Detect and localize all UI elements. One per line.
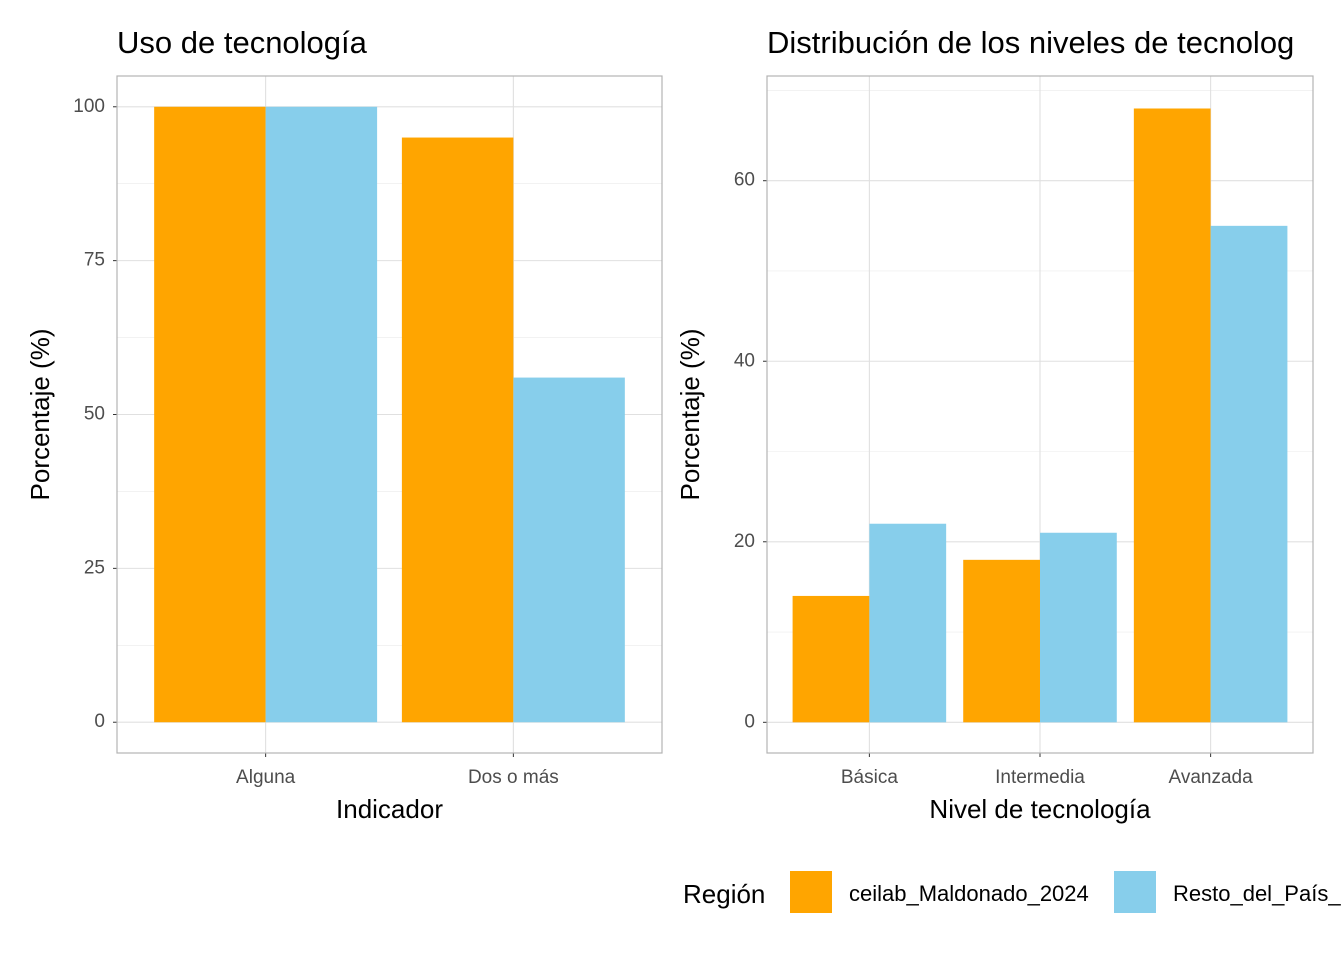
bar: [401, 137, 514, 723]
legend-swatch: [790, 871, 832, 913]
bar: [1210, 225, 1288, 723]
legend-title: Región: [683, 879, 765, 909]
chart-title: Uso de tecnología: [117, 25, 368, 60]
chart-title: Distribución de los niveles de tecnolog: [767, 25, 1294, 60]
legend-label: ceilab_Maldonado_2024: [849, 881, 1089, 906]
legend-label: Resto_del_País_: [1173, 881, 1341, 906]
x-tick-label: Básica: [841, 767, 898, 788]
x-tick-label: Dos o más: [468, 767, 559, 788]
y-axis-title: Porcentaje (%): [25, 329, 55, 501]
y-tick-label: 25: [84, 557, 105, 578]
y-tick-label: 40: [734, 350, 755, 371]
y-tick-label: 100: [73, 96, 105, 117]
y-tick-label: 50: [84, 404, 105, 425]
legend-swatch: [1114, 871, 1156, 913]
y-tick-label: 0: [744, 711, 755, 732]
bar: [963, 559, 1040, 723]
y-axis-title: Porcentaje (%): [675, 329, 705, 501]
x-tick-label: Intermedia: [995, 767, 1085, 788]
x-axis-title: Indicador: [336, 794, 443, 824]
x-tick-label: Avanzada: [1169, 767, 1254, 788]
x-tick-label: Alguna: [236, 767, 296, 788]
x-axis-title: Nivel de tecnología: [929, 794, 1151, 824]
bar: [792, 595, 870, 723]
y-tick-label: 75: [84, 250, 105, 271]
bar: [154, 106, 266, 723]
panel-border: [116, 75, 663, 754]
bar: [869, 523, 947, 723]
y-tick-label: 60: [734, 170, 755, 191]
bar: [1133, 108, 1211, 723]
panel-border: [766, 75, 1314, 754]
bar: [513, 377, 625, 723]
bar: [1040, 532, 1117, 723]
bar: [265, 106, 378, 723]
y-tick-label: 20: [734, 531, 755, 552]
y-tick-label: 0: [94, 711, 105, 732]
